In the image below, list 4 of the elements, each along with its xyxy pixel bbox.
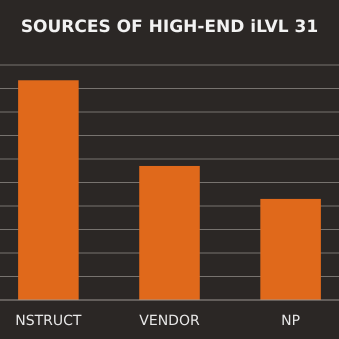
x-tick-label: NSTRUCT [15, 313, 82, 329]
chart-title: SOURCES OF HIGH-END iLVL 31 [20, 17, 318, 37]
x-tick-label: NP [281, 313, 300, 329]
x-tick-label: VENDOR [139, 313, 200, 329]
